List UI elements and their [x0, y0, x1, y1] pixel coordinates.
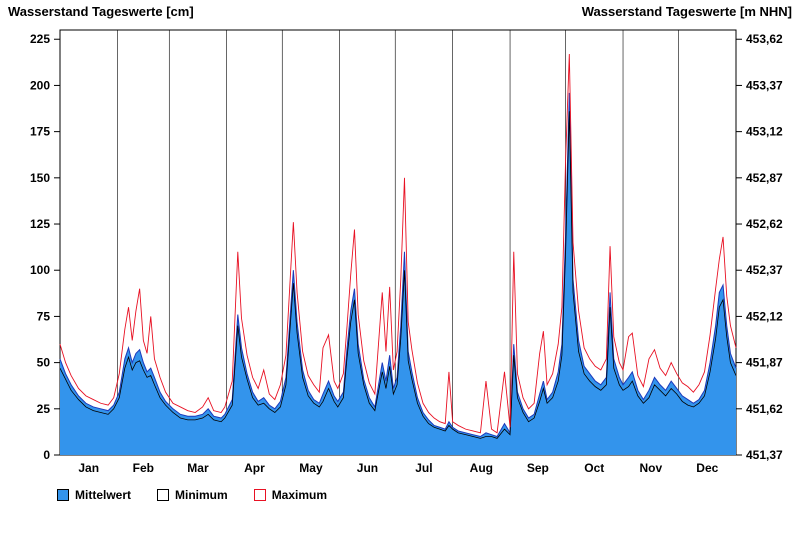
svg-text:Sep: Sep: [527, 461, 549, 475]
svg-text:453,62: 453,62: [746, 32, 783, 46]
svg-text:Feb: Feb: [133, 461, 154, 475]
svg-text:Oct: Oct: [584, 461, 604, 475]
mittelwert-swatch-icon: [57, 489, 69, 501]
svg-text:453,37: 453,37: [746, 78, 783, 92]
svg-text:125: 125: [30, 217, 50, 231]
svg-text:175: 175: [30, 125, 50, 139]
maximum-swatch-icon: [253, 489, 266, 501]
legend-label-maximum: Maximum: [271, 488, 328, 502]
svg-text:452,37: 452,37: [746, 263, 783, 277]
svg-text:452,12: 452,12: [746, 309, 783, 323]
svg-text:Dec: Dec: [696, 461, 718, 475]
right-axis-title: Wasserstand Tageswerte [m NHN]: [581, 4, 792, 19]
svg-text:453,12: 453,12: [746, 125, 783, 139]
legend-item-mittelwert: Mittelwert: [57, 488, 131, 502]
svg-text:Apr: Apr: [244, 461, 265, 475]
svg-text:100: 100: [30, 263, 50, 277]
svg-text:May: May: [299, 461, 323, 475]
svg-text:225: 225: [30, 32, 50, 46]
svg-text:Mar: Mar: [187, 461, 209, 475]
svg-text:0: 0: [43, 448, 50, 462]
svg-text:Jul: Jul: [415, 461, 432, 475]
svg-text:50: 50: [37, 356, 51, 370]
svg-text:451,87: 451,87: [746, 356, 783, 370]
svg-text:451,62: 451,62: [746, 402, 783, 416]
legend-item-minimum: Minimum: [157, 488, 228, 502]
minimum-swatch-icon: [157, 489, 170, 501]
svg-text:Nov: Nov: [639, 461, 662, 475]
svg-text:Aug: Aug: [470, 461, 493, 475]
svg-text:451,37: 451,37: [746, 448, 783, 462]
svg-text:150: 150: [30, 171, 50, 185]
svg-text:200: 200: [30, 78, 50, 92]
svg-text:Jan: Jan: [78, 461, 99, 475]
legend-item-maximum: Maximum: [253, 488, 328, 502]
left-axis-title: Wasserstand Tageswerte [cm]: [8, 4, 194, 19]
svg-text:452,62: 452,62: [746, 217, 783, 231]
svg-text:452,87: 452,87: [746, 171, 783, 185]
legend-label-minimum: Minimum: [175, 488, 228, 502]
svg-text:75: 75: [37, 309, 51, 323]
svg-text:Jun: Jun: [357, 461, 378, 475]
svg-text:25: 25: [37, 402, 51, 416]
legend-label-mittelwert: Mittelwert: [75, 488, 132, 502]
legend: Mittelwert Minimum Maximum: [57, 488, 327, 502]
